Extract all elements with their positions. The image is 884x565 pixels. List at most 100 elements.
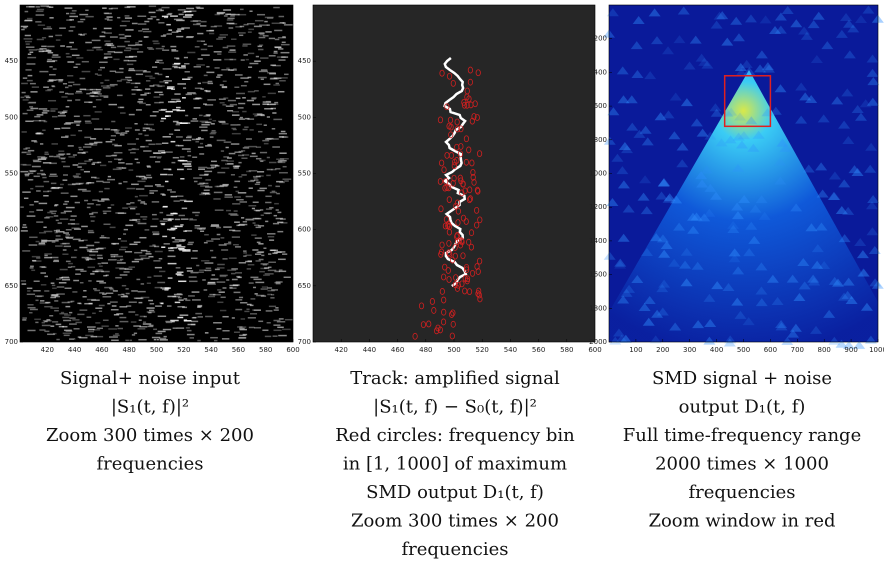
noise (44, 151, 49, 154)
noise (109, 336, 118, 338)
noise (90, 248, 99, 251)
noise (110, 139, 115, 141)
red-circle (462, 287, 468, 295)
noise (264, 335, 272, 338)
x-tick-label: 540 (204, 346, 217, 354)
noise (36, 8, 45, 11)
noise (186, 150, 192, 153)
noise (172, 295, 181, 298)
noise (135, 73, 144, 76)
noise (119, 274, 128, 276)
noise (156, 185, 165, 188)
noise (65, 234, 71, 236)
noise (201, 54, 210, 56)
noise (26, 109, 34, 112)
noise (247, 31, 252, 33)
image-panel (603, 5, 884, 349)
noise (242, 97, 246, 99)
noise (69, 338, 76, 340)
noise (83, 151, 89, 153)
noise (149, 245, 157, 247)
noise (260, 263, 269, 265)
noise (188, 276, 197, 278)
noise (70, 215, 77, 217)
noise (55, 238, 63, 241)
x-tick-label: 1000 (869, 346, 884, 354)
noise (86, 206, 91, 209)
speckle (835, 29, 848, 38)
noise (125, 224, 134, 227)
noise (142, 321, 147, 323)
noise (147, 18, 153, 20)
noise (207, 143, 212, 146)
noise (35, 240, 40, 243)
noise (179, 249, 186, 251)
speckle (626, 122, 639, 131)
noise (157, 73, 163, 76)
noise (28, 101, 37, 104)
noise (43, 195, 49, 197)
x-tick-label: 420 (41, 346, 54, 354)
noise (246, 138, 252, 140)
noise (159, 339, 168, 341)
noise (29, 51, 34, 54)
noise (65, 135, 69, 137)
noise (152, 40, 159, 42)
noise (128, 113, 135, 116)
noise (274, 281, 281, 284)
noise (161, 246, 166, 248)
noise (34, 115, 41, 118)
noise (45, 216, 54, 218)
noise (216, 281, 226, 283)
noise (29, 236, 38, 239)
noise (278, 171, 288, 174)
noise (137, 328, 146, 330)
noise (214, 13, 220, 16)
noise (216, 267, 225, 269)
noise (163, 34, 167, 36)
noise (232, 230, 241, 232)
noise (167, 101, 177, 103)
red-circle (461, 101, 468, 109)
noise (24, 10, 29, 13)
noise (277, 326, 284, 329)
speckle (854, 112, 867, 121)
noise (160, 9, 164, 12)
noise (66, 237, 74, 239)
noise (240, 302, 248, 304)
noise (133, 325, 141, 327)
red-circle (469, 159, 475, 167)
noise (168, 168, 172, 171)
noise (27, 56, 37, 59)
noise (140, 94, 147, 96)
noise (220, 237, 225, 239)
noise (221, 249, 229, 251)
noise (252, 222, 256, 224)
noise (154, 91, 163, 94)
speckle (716, 11, 729, 20)
noise (66, 153, 71, 155)
noise (217, 171, 226, 174)
noise (187, 323, 196, 326)
noise (150, 16, 157, 18)
noise (51, 295, 58, 297)
noise (61, 301, 70, 304)
noise (167, 219, 172, 222)
noise (20, 206, 24, 208)
noise (197, 136, 201, 139)
speckle (735, 68, 748, 77)
noise (165, 115, 171, 117)
noise (39, 70, 49, 73)
noise (20, 163, 27, 166)
noise (96, 92, 100, 94)
noise (227, 99, 236, 102)
noise (62, 316, 70, 319)
noise (117, 259, 123, 262)
noise (101, 198, 109, 200)
noise (40, 284, 47, 286)
noise (154, 250, 163, 253)
speckle (774, 12, 787, 21)
noise (233, 167, 239, 169)
noise (69, 15, 79, 18)
noise (102, 296, 112, 298)
